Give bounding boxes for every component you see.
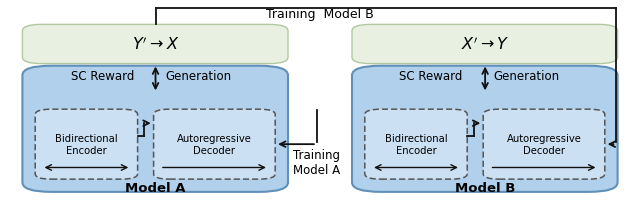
- FancyBboxPatch shape: [154, 109, 275, 179]
- Text: Generation: Generation: [493, 70, 560, 83]
- Text: SC Reward: SC Reward: [399, 70, 463, 83]
- FancyBboxPatch shape: [352, 66, 618, 192]
- Text: Autoregressive
Decoder: Autoregressive Decoder: [177, 134, 252, 156]
- Text: Model B: Model B: [455, 182, 515, 195]
- Text: Generation: Generation: [165, 70, 232, 83]
- Text: $X'\rightarrow Y$: $X'\rightarrow Y$: [461, 35, 509, 53]
- Text: Bidirectional
Encoder: Bidirectional Encoder: [55, 134, 118, 156]
- Text: Autoregressive
Decoder: Autoregressive Decoder: [507, 134, 581, 156]
- FancyBboxPatch shape: [22, 24, 288, 64]
- FancyBboxPatch shape: [483, 109, 605, 179]
- Text: Training
Model A: Training Model A: [293, 149, 340, 177]
- Text: Training  Model B: Training Model B: [266, 8, 374, 21]
- Text: Bidirectional
Encoder: Bidirectional Encoder: [385, 134, 447, 156]
- FancyBboxPatch shape: [365, 109, 467, 179]
- Text: $Y'\rightarrow X$: $Y'\rightarrow X$: [132, 35, 179, 53]
- Text: Model A: Model A: [125, 182, 186, 195]
- Text: SC Reward: SC Reward: [70, 70, 134, 83]
- FancyBboxPatch shape: [22, 66, 288, 192]
- FancyBboxPatch shape: [35, 109, 138, 179]
- FancyBboxPatch shape: [352, 24, 618, 64]
